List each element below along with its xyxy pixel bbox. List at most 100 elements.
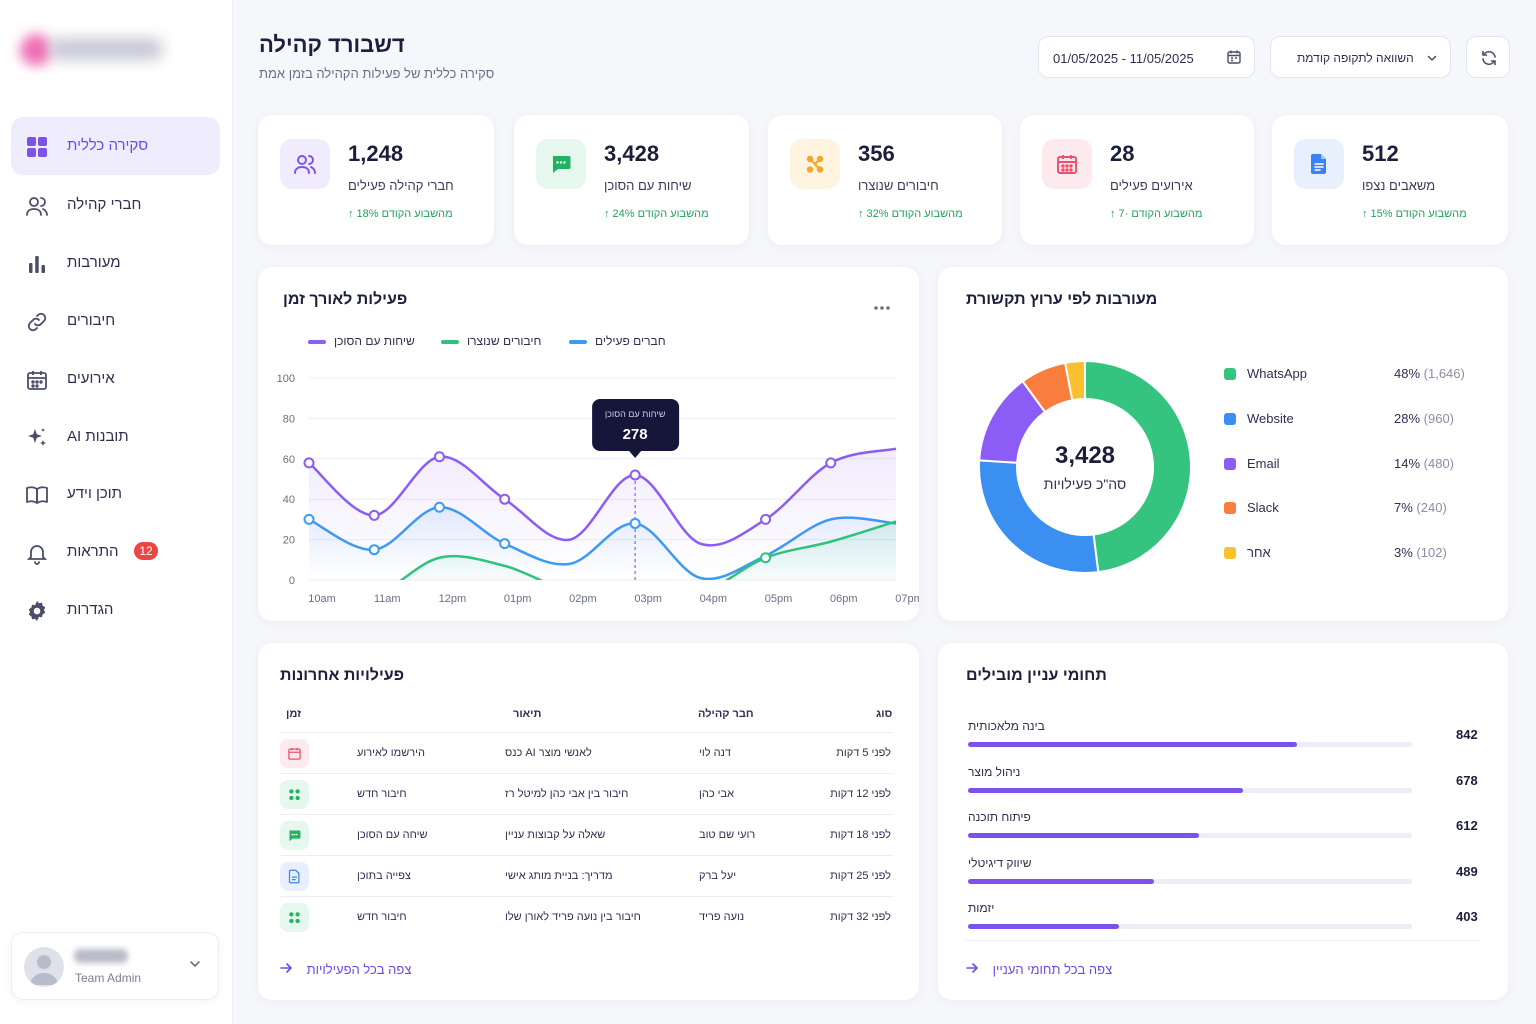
legend-item-conversations[interactable]: שיחות עם הסוכן xyxy=(308,334,415,348)
stat-card-connections[interactable]: 356 חיבורים שנוצרו ↑ 32% מהשבוע הקודם xyxy=(768,115,1002,245)
stat-trend: ↑ 24% מהשבוע הקודם xyxy=(604,208,709,220)
avatar xyxy=(24,947,64,987)
view-all-interests-label: צפה בכל תחומי העניין xyxy=(992,962,1113,977)
sidebar-item-notifications[interactable]: התראות 12 xyxy=(11,523,220,581)
stat-card-events[interactable]: 28 אירועים פעילים ↑ 7· מהשבוע הקודם xyxy=(1020,115,1254,245)
legend-label: Email xyxy=(1247,456,1280,471)
sidebar-item-events[interactable]: אירועים xyxy=(11,350,220,408)
data-point[interactable] xyxy=(303,457,315,469)
stat-label: חברי קהילה פעילים xyxy=(348,178,454,193)
channel-engagement-card xyxy=(938,267,1508,621)
series-line[interactable] xyxy=(309,520,897,600)
chevron-down-icon xyxy=(1426,51,1438,69)
sidebar-item-label: הגדרות xyxy=(67,601,114,618)
legend-item[interactable]: Website 28% (960) xyxy=(1224,411,1474,431)
data-point[interactable] xyxy=(499,493,511,505)
stat-trend: ↑ 32% מהשבוע הקודם xyxy=(858,208,963,220)
stat-card-members[interactable]: 1,248 חברי קהילה פעילים ↑ 18% מהשבוע הקו… xyxy=(258,115,494,245)
cell-description: חיבור בין אבי כהן למיטל רז xyxy=(505,788,629,800)
donut-slice[interactable] xyxy=(1084,359,1192,574)
date-range-picker[interactable]: 01/05/2025 - 11/05/2025 xyxy=(1038,36,1255,78)
chevron-down-icon[interactable] xyxy=(188,957,202,971)
book-icon xyxy=(25,483,49,507)
sidebar-item-label: אירועים xyxy=(67,370,115,387)
interest-progress-fill xyxy=(968,833,1199,838)
data-point[interactable] xyxy=(303,513,315,525)
legend-swatch xyxy=(1224,413,1236,425)
stat-label: חיבורים שנוצרו xyxy=(858,178,939,193)
stat-value: 1,248 xyxy=(348,141,404,166)
series-area xyxy=(309,448,896,580)
stat-card-conversations[interactable]: 3,428 שיחות עם הסוכן ↑ 24% מהשבוע הקודם xyxy=(514,115,749,245)
sparkles-icon xyxy=(25,426,49,450)
recent-activities-card xyxy=(258,643,919,1000)
sidebar-item-label: התראות xyxy=(67,543,119,560)
more-options-icon[interactable] xyxy=(873,298,891,316)
sidebar-item-members[interactable]: חברי קהילה xyxy=(11,176,220,234)
refresh-button[interactable] xyxy=(1466,36,1510,78)
donut-slice[interactable] xyxy=(1063,359,1086,402)
legend-swatch xyxy=(1224,502,1236,514)
view-all-activities-link[interactable]: צפה בכל הפעילויות xyxy=(280,962,411,977)
legend-item[interactable]: WhatsApp 48% (1,646) xyxy=(1224,366,1474,386)
app-logo[interactable] xyxy=(16,28,166,72)
series-line[interactable] xyxy=(308,447,897,547)
logo-wordmark xyxy=(50,38,162,60)
data-point[interactable] xyxy=(433,501,445,513)
x-tick-label: 02pm xyxy=(569,593,597,605)
data-point[interactable] xyxy=(433,451,445,463)
data-point[interactable] xyxy=(825,457,837,469)
sidebar-item-overview[interactable]: סקירה כללית xyxy=(11,117,220,175)
legend-item-members[interactable]: חברים פעילים xyxy=(569,334,666,348)
legend-percent: 7% (240) xyxy=(1394,500,1447,515)
sidebar-item-ai-insights[interactable]: AI תובנות xyxy=(11,408,220,466)
users-icon xyxy=(280,139,330,189)
interest-progress-fill xyxy=(968,878,1155,884)
compare-period-label: השוואה לתקופה קודמת xyxy=(1297,51,1414,65)
legend-swatch xyxy=(1224,458,1236,470)
data-point[interactable] xyxy=(499,538,511,550)
interest-progress-track xyxy=(968,787,1412,793)
legend-item-connections[interactable]: חיבורים שנוצרו xyxy=(441,334,541,348)
legend-item[interactable]: אחר 3% (102) xyxy=(1224,545,1474,565)
data-point[interactable] xyxy=(629,517,641,529)
sidebar-item-content[interactable]: תוכן וידע xyxy=(11,465,220,523)
stat-label: משאבים נצפו xyxy=(1362,178,1436,193)
stat-label: שיחות עם הסוכן xyxy=(604,178,692,193)
date-range-value: 01/05/2025 - 11/05/2025 xyxy=(1053,51,1194,66)
data-point[interactable] xyxy=(760,552,772,564)
legend-item[interactable]: Email 14% (480) xyxy=(1224,456,1474,476)
chart-tooltip: שיחות עם הסוכן 278 xyxy=(592,398,680,458)
cell-description: כנס AI לאנשי מוצר xyxy=(505,747,592,759)
sidebar-item-settings[interactable]: הגדרות xyxy=(11,581,220,639)
x-tick-label: 12pm xyxy=(439,593,467,605)
activity-chart-title: פעילות לאורך זמן xyxy=(283,291,408,308)
sidebar-item-label: מעורבות xyxy=(67,254,121,271)
cell-type: שיחה עם הסוכן xyxy=(357,829,428,841)
sidebar-item-connections[interactable]: חיבורים xyxy=(11,292,220,350)
cell-member: יעל ברק xyxy=(699,870,737,882)
stat-card-resources[interactable]: 512 משאבים נצפו ↑ 15% מהשבוע הקודם xyxy=(1272,115,1508,245)
legend-percent: 3% (102) xyxy=(1394,545,1447,560)
interest-progress-fill xyxy=(968,924,1119,929)
slice-percent: 48% xyxy=(1394,366,1421,381)
view-all-interests-link[interactable]: צפה בכל תחומי העניין xyxy=(966,962,1112,977)
row-divider xyxy=(280,855,894,856)
sidebar: סקירה כללית חברי קהילה מעורבות חיבורים א… xyxy=(0,0,233,1024)
sidebar-item-label: סקירה כללית xyxy=(67,137,149,154)
compare-period-select[interactable]: השוואה לתקופה קודמת xyxy=(1270,36,1451,78)
legend-swatch xyxy=(1224,547,1236,559)
data-point[interactable] xyxy=(368,509,380,521)
legend-swatch xyxy=(569,339,587,344)
view-all-activities-label: צפה בכל הפעילויות xyxy=(306,962,412,977)
chat-icon xyxy=(280,821,309,850)
interest-value: 842 xyxy=(1456,727,1478,742)
data-point[interactable] xyxy=(760,513,772,525)
sidebar-item-engagement[interactable]: מעורבות xyxy=(11,234,220,292)
column-header-type: סוג xyxy=(876,708,893,720)
user-menu[interactable]: Team Admin xyxy=(11,932,219,1000)
data-point[interactable] xyxy=(629,469,641,481)
interest-value: 489 xyxy=(1456,863,1478,879)
data-point[interactable] xyxy=(368,544,380,556)
legend-item[interactable]: Slack 7% (240) xyxy=(1224,500,1474,520)
